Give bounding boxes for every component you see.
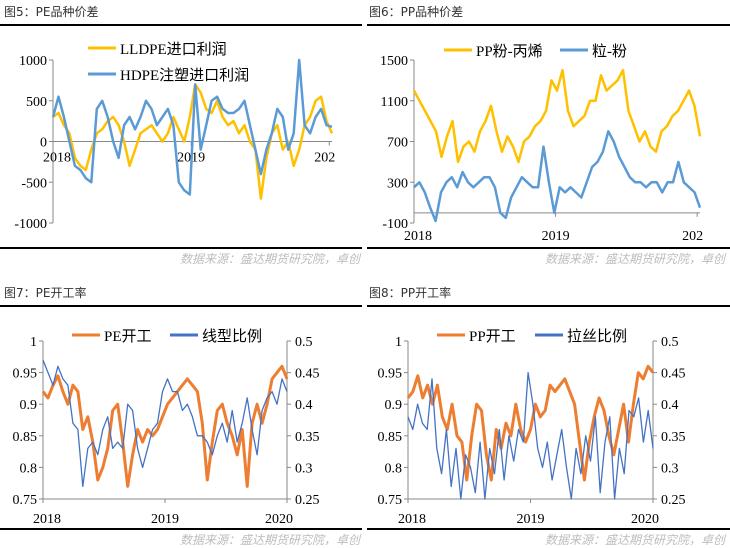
y2-tick-label: 0.45 <box>661 367 686 382</box>
y2-tick-label: 0.4 <box>661 398 679 413</box>
x-tick-label: 2018 <box>398 512 426 527</box>
figure-6-bottom-rule <box>367 247 730 249</box>
y-tick-label: 0.95 <box>378 367 403 382</box>
y2-tick-label: 0.3 <box>661 461 679 476</box>
series-line-1 <box>407 371 654 500</box>
figure-7-title: 图7：PE开工率 <box>4 286 87 300</box>
y-tick-label: 0.8 <box>20 461 38 476</box>
y-tick-label: 1500 <box>380 54 408 69</box>
y-tick-label: 500 <box>26 95 47 110</box>
y-tick-label: 1 <box>30 335 37 350</box>
y-tick-label: 300 <box>387 176 408 191</box>
y2-tick-label: 0.4 <box>295 398 313 413</box>
legend-label: 拉丝比例 <box>567 328 627 345</box>
x-tick-label: 202 <box>682 229 703 244</box>
y-tick-label: 700 <box>387 136 408 151</box>
legend-label: PP粉-丙烯 <box>476 43 543 60</box>
y-tick-label: -500 <box>21 176 47 191</box>
series-line-0 <box>41 364 289 488</box>
legend-label: PE开工 <box>104 329 152 345</box>
x-tick-label: 2018 <box>33 512 61 527</box>
x-tick-label: 2018 <box>404 229 432 244</box>
figure-7-bottom-rule <box>0 528 362 530</box>
x-tick-label: 2020 <box>631 512 659 527</box>
chart-fig7: 1 0.95 0.9 0.85 0.8 0.75 0.5 0.45 0.4 0.35 0.3 0.25… <box>13 328 320 527</box>
y2-tick-label: 0.45 <box>295 367 320 382</box>
y2-tick-label: 0.25 <box>295 493 320 508</box>
y-tick-label: -100 <box>382 217 408 232</box>
y-tick-label: 0.75 <box>13 493 38 508</box>
figure-7-top-rule <box>0 305 362 307</box>
y2-tick-label: 0.35 <box>661 430 686 445</box>
y-tick-label: 0.85 <box>378 430 403 445</box>
x-tick-label: 2019 <box>151 512 179 527</box>
y-tick-label: 1100 <box>381 95 408 110</box>
figure-6-source: 数据来源：盛达期货研究院，卓创 <box>544 252 725 266</box>
figure-7-source: 数据来源：盛达期货研究院，卓创 <box>179 533 360 547</box>
x-tick-label: 2019 <box>542 229 570 244</box>
series-line-0 <box>412 68 702 164</box>
y-tick-label: 0.85 <box>13 430 38 445</box>
chart-fig8: 1 0.95 0.9 0.85 0.8 0.75 0.5 0.45 0.4 0.35 0.3 0.25… <box>378 328 686 527</box>
legend-label: 线型比例 <box>202 328 262 345</box>
legend-label: 粒-粉 <box>592 43 627 60</box>
y-tick-label: -1000 <box>14 217 47 232</box>
x-tick-label: 2018 <box>43 151 71 166</box>
figure-8-title: 图8：PP开工率 <box>369 286 452 300</box>
figure-5-bottom-rule <box>0 247 362 249</box>
y2-tick-label: 0.25 <box>661 493 686 508</box>
x-tick-label: 202 <box>314 151 335 166</box>
y2-tick-label: 0.3 <box>295 461 313 476</box>
series-line-1 <box>42 359 288 488</box>
figure-8-source: 数据来源：盛达期货研究院，卓创 <box>544 533 725 547</box>
series-line-0 <box>406 364 655 482</box>
figure-8-bottom-rule <box>367 528 730 530</box>
y-tick-label: 0.9 <box>385 398 403 413</box>
legend-label: PP开工 <box>469 329 516 345</box>
y-tick-label: 1 <box>395 335 402 350</box>
figure-6-top-rule <box>367 24 730 26</box>
legend-label: HDPE注塑进口利润 <box>120 67 249 84</box>
y-tick-label: 0.95 <box>13 367 38 382</box>
y-tick-label: 1000 <box>19 54 47 69</box>
figure-8-top-rule <box>367 305 730 307</box>
y2-tick-label: 0.35 <box>295 430 320 445</box>
series-line-0 <box>52 83 334 200</box>
y-tick-label: 0.8 <box>385 461 403 476</box>
legend-label: LLDPE进口利润 <box>120 41 227 58</box>
series-line-1 <box>51 58 333 196</box>
figure-5-title: 图5：PE品种价差 <box>4 5 99 19</box>
y-tick-label: 0.75 <box>378 493 403 508</box>
x-tick-label: 2019 <box>517 512 545 527</box>
x-tick-label: 2020 <box>265 512 293 527</box>
y-tick-label: 0 <box>40 136 47 151</box>
figure-5-source: 数据来源：盛达期货研究院，卓创 <box>179 252 360 266</box>
figure-5-top-rule <box>0 24 362 26</box>
y2-tick-label: 0.5 <box>295 335 313 350</box>
figure-6-title: 图6：PP品种价差 <box>369 5 464 19</box>
series-line-1 <box>413 130 702 223</box>
y2-tick-label: 0.5 <box>661 335 679 350</box>
y-tick-label: 0.9 <box>20 398 38 413</box>
